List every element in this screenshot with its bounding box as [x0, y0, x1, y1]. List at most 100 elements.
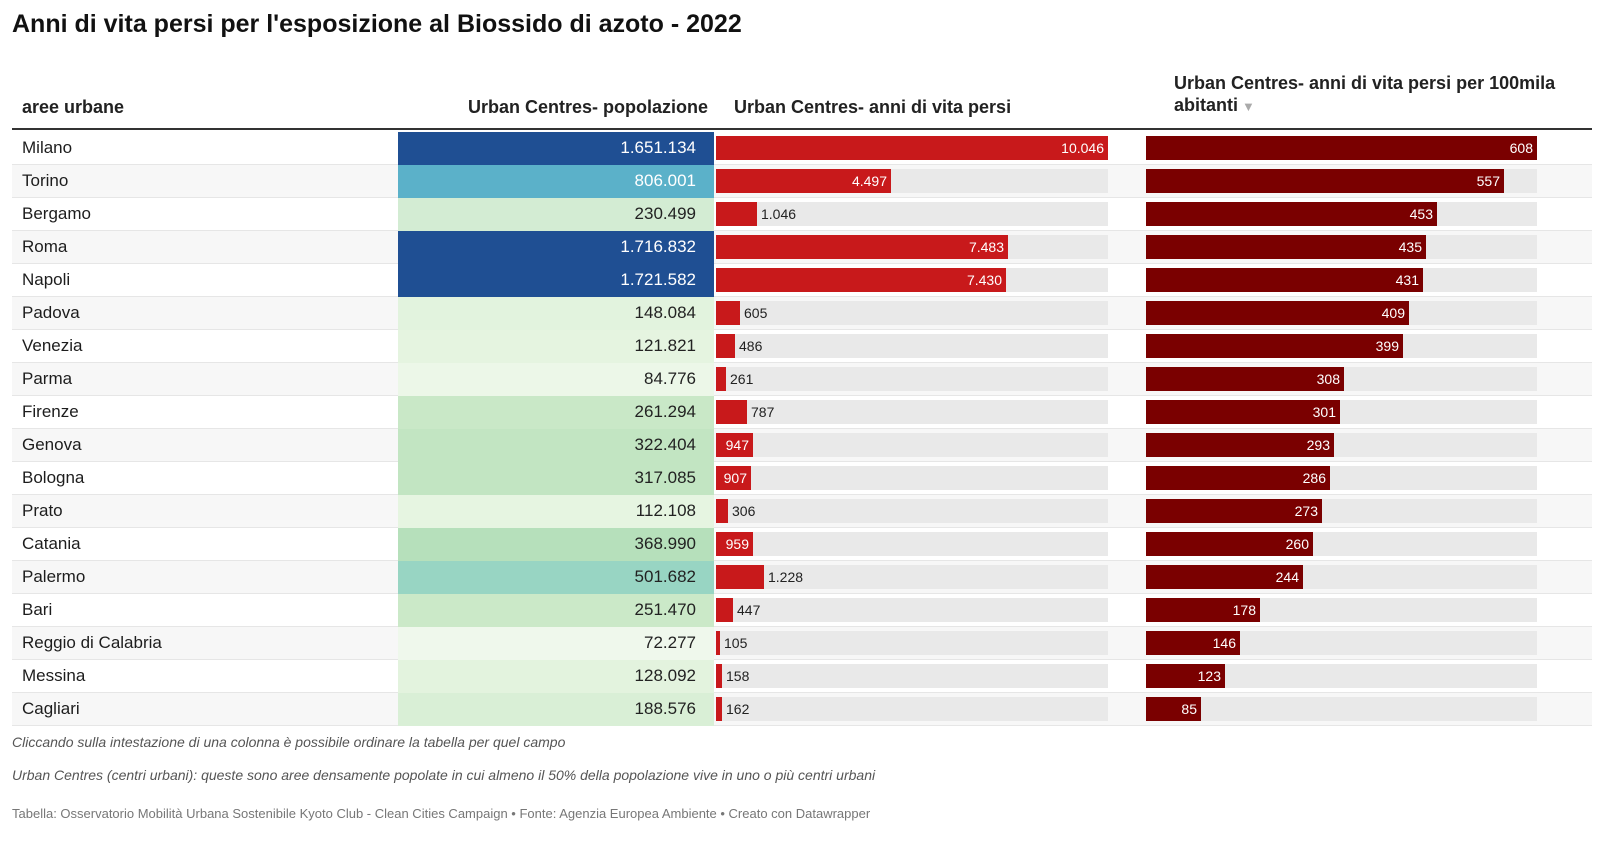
cell-area: Parma — [22, 369, 73, 388]
header-area[interactable]: aree urbane — [22, 97, 125, 117]
anni-bar — [716, 235, 1008, 259]
per100k-bar — [1146, 202, 1437, 226]
anni-bar-track: 306 — [716, 499, 1108, 523]
anni-bar-track: 261 — [716, 367, 1108, 391]
anni-bar — [716, 400, 747, 424]
cell-popolazione: 261.294 — [398, 396, 714, 429]
per100k-bar-track: 123 — [1146, 664, 1537, 688]
per100k-bar-label: 435 — [1398, 239, 1422, 255]
table-row: Prato 112.108 306 273 — [12, 495, 1592, 528]
cell-area: Messina — [22, 666, 86, 685]
per100k-bar — [1146, 466, 1330, 490]
cell-area: Prato — [22, 501, 63, 520]
per100k-bar-track: 608 — [1146, 136, 1537, 160]
cell-area: Firenze — [22, 402, 79, 421]
per100k-bar-track: 409 — [1146, 301, 1537, 325]
anni-bar-label: 158 — [726, 668, 750, 684]
cell-area: Venezia — [22, 336, 83, 355]
per100k-bar-label: 308 — [1316, 371, 1340, 387]
per100k-bar-label: 85 — [1181, 701, 1197, 717]
per100k-bar — [1146, 334, 1403, 358]
per100k-bar-label: 123 — [1197, 668, 1221, 684]
header-anni[interactable]: Urban Centres- anni di vita persi — [734, 97, 1012, 117]
cell-area: Bologna — [22, 468, 85, 487]
table-row: Parma 84.776 261 308 — [12, 363, 1592, 396]
anni-bar — [716, 268, 1006, 292]
cell-area: Napoli — [22, 270, 71, 289]
per100k-bar — [1146, 532, 1313, 556]
anni-bar-label: 486 — [739, 338, 763, 354]
cell-popolazione: 1.721.582 — [398, 264, 714, 297]
per100k-bar — [1146, 697, 1201, 721]
per100k-bar-label: 260 — [1285, 536, 1309, 552]
anni-bar — [716, 466, 751, 490]
header-per100k-label: Urban Centres- anni di vita persi per 10… — [1174, 73, 1556, 115]
anni-bar — [716, 664, 722, 688]
anni-bar-label: 907 — [723, 470, 747, 486]
table-row: Venezia 121.821 486 399 — [12, 330, 1592, 363]
per100k-bar-track: 431 — [1146, 268, 1537, 292]
anni-bar — [716, 631, 720, 655]
cell-popolazione: 1.716.832 — [398, 231, 714, 264]
anni-bar-track: 1.228 — [716, 565, 1108, 589]
per100k-bar-track: 273 — [1146, 499, 1537, 523]
per100k-bar-track: 308 — [1146, 367, 1537, 391]
table-row: Padova 148.084 605 409 — [12, 297, 1592, 330]
header-per100k[interactable]: Urban Centres- anni di vita persi per 10… — [1174, 72, 1574, 118]
cell-popolazione: 121.821 — [398, 330, 714, 363]
table-row: Genova 322.404 947 293 — [12, 429, 1592, 462]
table-row: Catania 368.990 959 260 — [12, 528, 1592, 561]
table-row: Cagliari 188.576 162 85 — [12, 693, 1592, 726]
anni-bar — [716, 169, 891, 193]
anni-bar-label: 162 — [726, 701, 750, 717]
per100k-bar-label: 293 — [1306, 437, 1330, 453]
per100k-bar-track: 301 — [1146, 400, 1537, 424]
anni-bar-track: 7.483 — [716, 235, 1108, 259]
cell-area: Padova — [22, 303, 80, 322]
per100k-bar-track: 286 — [1146, 466, 1537, 490]
source-credit: Tabella: Osservatorio Mobilità Urbana So… — [12, 806, 871, 821]
per100k-bar-label: 301 — [1312, 404, 1336, 420]
per100k-bar — [1146, 400, 1340, 424]
per100k-bar — [1146, 499, 1322, 523]
table-row: Messina 128.092 158 123 — [12, 660, 1592, 693]
anni-bar — [716, 433, 753, 457]
per100k-bar-label: 557 — [1476, 173, 1500, 189]
table-row: Firenze 261.294 787 301 — [12, 396, 1592, 429]
anni-bar — [716, 598, 733, 622]
anni-bar-label: 7.483 — [968, 239, 1004, 255]
cell-area: Torino — [22, 171, 69, 190]
anni-bar — [716, 532, 753, 556]
cell-popolazione: 322.404 — [398, 429, 714, 462]
per100k-bar-track: 557 — [1146, 169, 1537, 193]
cell-area: Reggio di Calabria — [22, 633, 162, 652]
per100k-bar-track: 453 — [1146, 202, 1537, 226]
per100k-bar-label: 273 — [1294, 503, 1318, 519]
cell-area: Roma — [22, 237, 68, 256]
per100k-bar — [1146, 169, 1504, 193]
anni-bar-label: 1.228 — [768, 569, 804, 585]
anni-bar-track: 7.430 — [716, 268, 1108, 292]
cell-popolazione: 806.001 — [398, 165, 714, 198]
anni-bar — [716, 697, 722, 721]
per100k-bar — [1146, 136, 1537, 160]
header-popolazione[interactable]: Urban Centres- popolazione — [467, 97, 708, 117]
cell-popolazione: 368.990 — [398, 528, 714, 561]
cell-popolazione: 128.092 — [398, 660, 714, 693]
anni-bar-label: 105 — [724, 635, 748, 651]
anni-bar-track: 105 — [716, 631, 1108, 655]
table-row: Torino 806.001 4.497 557 — [12, 165, 1592, 198]
anni-bar-label: 4.497 — [851, 173, 887, 189]
anni-bar-track: 10.046 — [716, 136, 1108, 160]
table-row: Bologna 317.085 907 286 — [12, 462, 1592, 495]
cell-area: Palermo — [22, 567, 86, 586]
anni-bar-label: 447 — [737, 602, 761, 618]
per100k-bar-track: 260 — [1146, 532, 1537, 556]
anni-bar-track: 486 — [716, 334, 1108, 358]
anni-bar-track: 1.046 — [716, 202, 1108, 226]
anni-bar-track: 447 — [716, 598, 1108, 622]
table-row: Milano 1.651.134 10.046 608 — [12, 132, 1592, 165]
per100k-bar-label: 244 — [1275, 569, 1299, 585]
cell-area: Bergamo — [22, 204, 91, 223]
anni-bar-track: 605 — [716, 301, 1108, 325]
